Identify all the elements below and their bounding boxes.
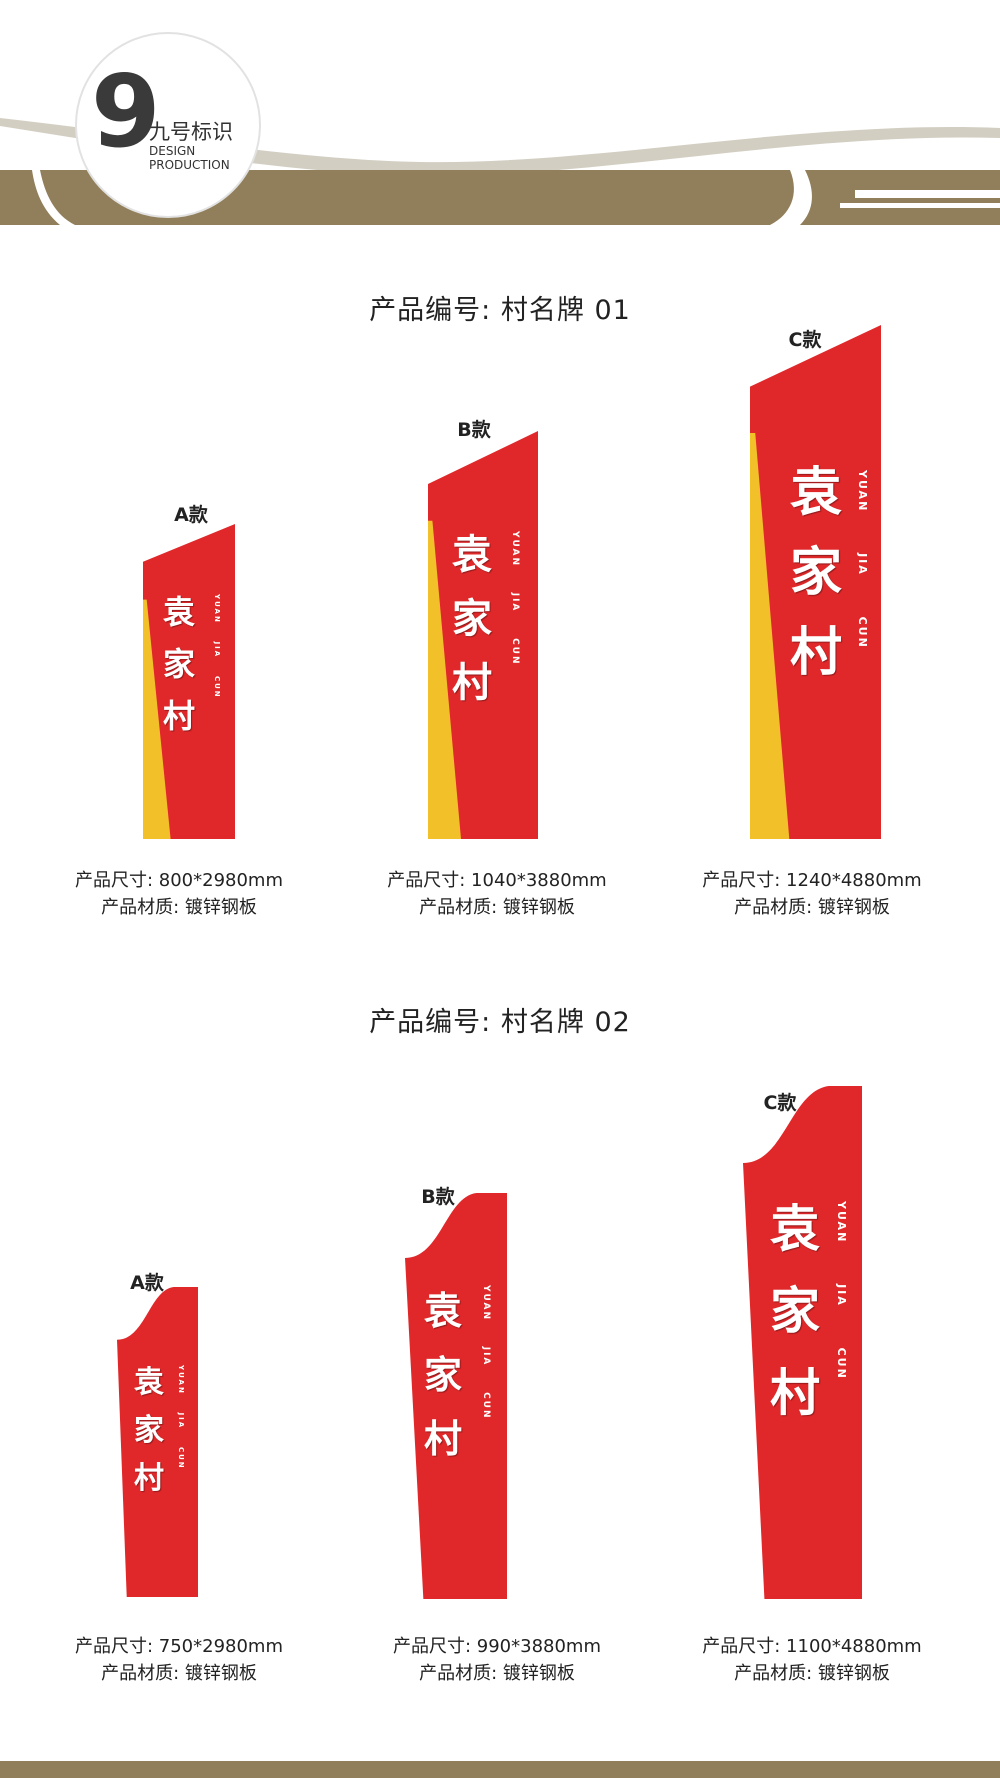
sign-pinyin: CUN: [177, 1446, 185, 1470]
sign-char: 家: [789, 543, 842, 603]
variant-label-c: C款: [763, 1092, 797, 1114]
sign-char: 家: [162, 645, 195, 683]
sign-char: 袁: [134, 1365, 164, 1400]
sign-char: 家: [134, 1413, 164, 1448]
sign-pinyin: YUAN: [510, 531, 520, 568]
sign-char: 袁: [162, 593, 195, 631]
size-text: 产品尺寸: 1040*3880mm: [387, 870, 607, 891]
size-text: 产品尺寸: 1240*4880mm: [702, 870, 922, 891]
material-text: 产品材质: 镀锌钢板: [101, 897, 257, 918]
sign-char: 村: [770, 1364, 820, 1422]
logo-name: 九号标识: [149, 120, 233, 144]
spec-a: 产品尺寸: 800*2980mm 产品材质: 镀锌钢板: [9, 867, 349, 921]
logo-line2: PRODUCTION: [149, 158, 230, 172]
sign-pinyin: YUAN: [177, 1365, 185, 1395]
spec-c: 产品尺寸: 1100*4880mm 产品材质: 镀锌钢板: [642, 1633, 982, 1687]
spec-b: 产品尺寸: 990*3880mm 产品材质: 镀锌钢板: [327, 1633, 667, 1687]
variant-label-b: B款: [421, 1186, 455, 1208]
sign-pinyin: JIA: [213, 641, 221, 659]
sign-char: 村: [134, 1461, 164, 1496]
sign-pinyin: JIA: [481, 1346, 491, 1367]
sign-pinyin: JIA: [177, 1412, 185, 1430]
size-text: 产品尺寸: 750*2980mm: [74, 1636, 284, 1657]
sign-pinyin: JIA: [835, 1284, 848, 1307]
sign-01-a: 袁家村 YUAN JIA CUN: [143, 524, 235, 839]
sign-char: 家: [423, 1353, 462, 1397]
sign-02-b: 袁家村 YUAN JIA CUN: [405, 1193, 507, 1599]
spec-c: 产品尺寸: 1240*4880mm 产品材质: 镀锌钢板: [642, 867, 982, 921]
size-text: 产品尺寸: 990*3880mm: [392, 1636, 602, 1657]
sign-pinyin: CUN: [856, 616, 869, 649]
sign-char: 袁: [452, 532, 492, 578]
sign-pinyin: JIA: [856, 553, 869, 576]
material-text: 产品材质: 镀锌钢板: [101, 1663, 257, 1684]
spec-a: 产品尺寸: 750*2980mm 产品材质: 镀锌钢板: [9, 1633, 349, 1687]
material-text: 产品材质: 镀锌钢板: [734, 897, 890, 918]
sign-char: 村: [789, 623, 842, 683]
sign-char: 袁: [789, 463, 842, 523]
logo-line1: DESIGN: [149, 144, 196, 158]
footer-bar: [0, 1761, 1000, 1778]
sign-01-b: 袁家村 YUAN JIA CUN: [428, 431, 538, 839]
sign-pinyin: JIA: [510, 592, 520, 613]
sign-char: 家: [452, 596, 492, 642]
sign-pinyin: CUN: [510, 638, 520, 666]
material-text: 产品材质: 镀锌钢板: [734, 1663, 890, 1684]
variant-label-a: A款: [130, 1272, 164, 1294]
sign-char: 村: [452, 660, 492, 706]
sign-char: 村: [423, 1417, 462, 1461]
sign-pinyin: CUN: [835, 1347, 848, 1380]
variant-label-c: C款: [788, 329, 822, 351]
sign-02-c: 袁家村 YUAN JIA CUN: [743, 1086, 862, 1599]
material-text: 产品材质: 镀锌钢板: [419, 1663, 575, 1684]
variant-label-b: B款: [457, 419, 491, 441]
sign-01-c: 袁家村 YUAN JIA CUN: [750, 325, 881, 839]
size-text: 产品尺寸: 800*2980mm: [74, 870, 284, 891]
sign-pinyin: CUN: [213, 675, 221, 699]
material-text: 产品材质: 镀锌钢板: [419, 897, 575, 918]
sign-pinyin: CUN: [481, 1392, 491, 1420]
logo-mark: 9: [91, 53, 161, 170]
sign-pinyin: YUAN: [856, 470, 869, 513]
sign-pinyin: YUAN: [213, 594, 221, 624]
logo: 9 九号标识 DESIGN PRODUCTION: [75, 32, 261, 218]
sign-char: 袁: [423, 1289, 462, 1333]
section-title-01: 产品编号: 村名牌 01: [369, 295, 631, 326]
sign-pinyin: YUAN: [481, 1285, 491, 1322]
sign-char: 袁: [770, 1200, 820, 1258]
sign-pinyin: YUAN: [835, 1201, 848, 1244]
sign-char: 村: [162, 697, 195, 735]
spec-b: 产品尺寸: 1040*3880mm 产品材质: 镀锌钢板: [327, 867, 667, 921]
header-banner: 9 九号标识 DESIGN PRODUCTION: [0, 0, 1000, 240]
section-title-02: 产品编号: 村名牌 02: [369, 1007, 631, 1038]
size-text: 产品尺寸: 1100*4880mm: [702, 1636, 922, 1657]
sign-02-a: 袁家村 YUAN JIA CUN: [117, 1287, 198, 1597]
sign-char: 家: [770, 1282, 820, 1340]
variant-label-a: A款: [174, 504, 208, 526]
